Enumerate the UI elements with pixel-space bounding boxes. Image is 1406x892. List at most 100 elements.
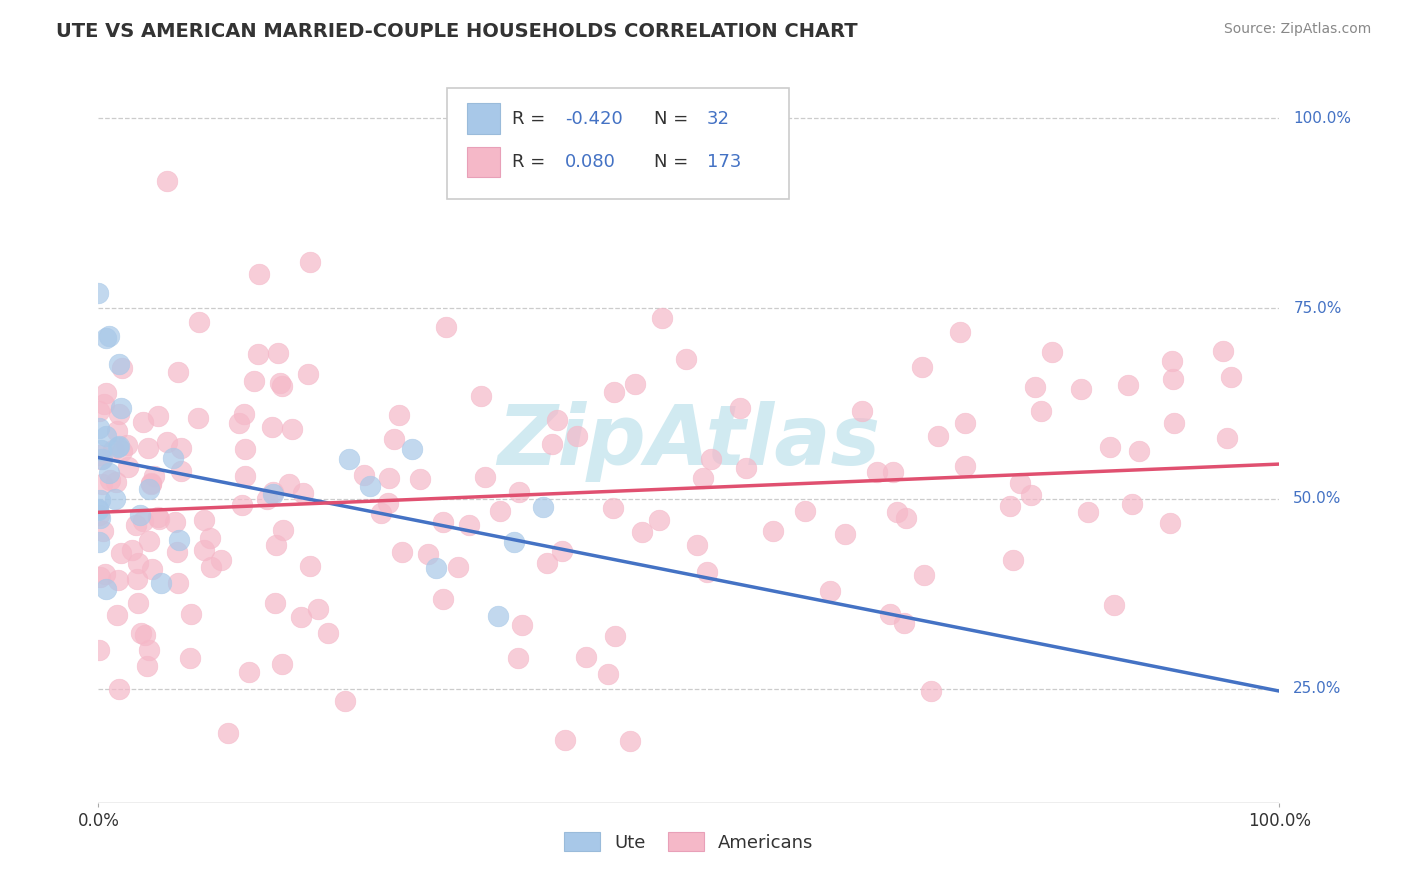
Point bbox=[134, 628, 156, 642]
Point bbox=[1220, 370, 1243, 384]
Point bbox=[148, 512, 170, 526]
Point bbox=[886, 504, 908, 518]
Point bbox=[188, 315, 211, 329]
Legend: Ute, Americans: Ute, Americans bbox=[557, 825, 821, 859]
Point bbox=[503, 535, 526, 549]
Point bbox=[193, 542, 215, 557]
Point bbox=[167, 365, 190, 379]
Point bbox=[200, 560, 222, 574]
Point bbox=[675, 351, 697, 366]
Point bbox=[271, 523, 294, 537]
Point bbox=[278, 476, 301, 491]
Point bbox=[232, 407, 254, 421]
Point bbox=[148, 409, 170, 423]
Point bbox=[198, 531, 221, 545]
Point bbox=[89, 570, 111, 584]
Point bbox=[87, 286, 110, 301]
Point bbox=[270, 379, 292, 393]
Point bbox=[603, 629, 626, 643]
Point bbox=[262, 419, 284, 434]
Point bbox=[139, 476, 162, 491]
Point bbox=[882, 465, 904, 479]
Point bbox=[180, 607, 202, 622]
Point bbox=[247, 347, 270, 361]
Text: 75.0%: 75.0% bbox=[1294, 301, 1341, 316]
Point bbox=[949, 326, 972, 340]
Point bbox=[290, 610, 312, 624]
Point bbox=[156, 434, 179, 449]
Point bbox=[686, 538, 709, 552]
Point bbox=[432, 592, 454, 607]
Point bbox=[1000, 499, 1022, 513]
Point bbox=[156, 174, 179, 188]
Point bbox=[101, 442, 124, 457]
Text: Source: ZipAtlas.com: Source: ZipAtlas.com bbox=[1223, 22, 1371, 37]
Point bbox=[510, 617, 533, 632]
Point bbox=[108, 682, 131, 697]
Point bbox=[1099, 440, 1122, 454]
Point bbox=[150, 575, 173, 590]
Point bbox=[1212, 344, 1234, 359]
Point bbox=[1128, 444, 1150, 458]
Point bbox=[179, 651, 201, 665]
Point bbox=[217, 725, 239, 739]
Point bbox=[391, 544, 413, 558]
Point bbox=[110, 401, 132, 416]
Point bbox=[94, 566, 117, 581]
Point bbox=[87, 502, 110, 516]
Point bbox=[893, 615, 915, 630]
Point bbox=[90, 442, 112, 457]
Text: 0.080: 0.080 bbox=[565, 153, 616, 171]
Point bbox=[648, 513, 671, 527]
Point bbox=[409, 472, 432, 486]
Point bbox=[1159, 516, 1181, 530]
Point bbox=[271, 657, 294, 671]
Point bbox=[231, 498, 253, 512]
Point bbox=[193, 513, 215, 527]
Point bbox=[87, 503, 110, 517]
Point bbox=[105, 607, 128, 622]
Point bbox=[432, 515, 454, 529]
Point bbox=[696, 566, 718, 580]
Point bbox=[470, 389, 492, 403]
Point bbox=[104, 491, 127, 506]
Point bbox=[401, 442, 423, 456]
Point bbox=[209, 553, 232, 567]
Point bbox=[575, 649, 598, 664]
Point bbox=[263, 596, 285, 610]
Point bbox=[447, 560, 470, 574]
Point bbox=[418, 547, 440, 561]
Point bbox=[730, 401, 752, 416]
Point bbox=[377, 495, 399, 509]
Point bbox=[91, 524, 114, 539]
Point bbox=[651, 310, 673, 325]
Point bbox=[242, 375, 264, 389]
Point bbox=[316, 626, 339, 640]
Point bbox=[167, 533, 190, 547]
Point bbox=[292, 485, 315, 500]
Point bbox=[762, 524, 785, 539]
Point bbox=[233, 468, 256, 483]
Point bbox=[141, 475, 163, 490]
Point bbox=[138, 533, 160, 548]
Point bbox=[165, 515, 187, 529]
Point bbox=[1163, 416, 1185, 430]
Point bbox=[98, 474, 121, 488]
Point bbox=[692, 471, 714, 485]
Point bbox=[132, 514, 155, 528]
Point bbox=[228, 416, 250, 430]
Point bbox=[1161, 372, 1184, 386]
Point bbox=[382, 432, 405, 446]
Point bbox=[97, 466, 120, 480]
Point bbox=[162, 451, 184, 466]
Point bbox=[94, 385, 117, 400]
Point bbox=[166, 576, 188, 591]
Point bbox=[1070, 382, 1092, 396]
Point bbox=[624, 376, 647, 391]
Point bbox=[136, 658, 159, 673]
FancyBboxPatch shape bbox=[447, 87, 789, 200]
Text: 32: 32 bbox=[707, 110, 730, 128]
Point bbox=[1029, 404, 1052, 418]
Point bbox=[129, 508, 152, 522]
Point bbox=[264, 538, 287, 552]
